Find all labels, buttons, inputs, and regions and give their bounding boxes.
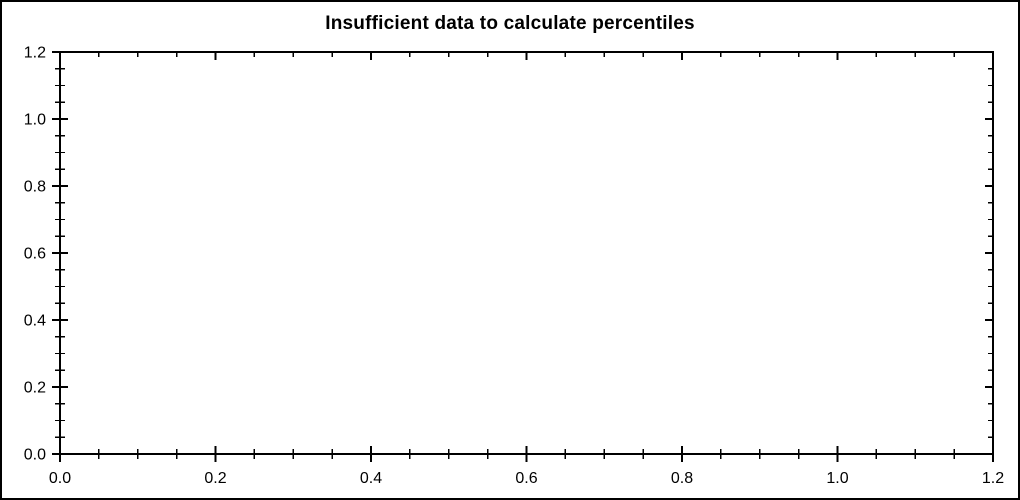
plot-border — [59, 51, 994, 455]
x-axis-tick-label: 0.8 — [671, 470, 693, 487]
x-axis-tick-label: 0.4 — [360, 470, 382, 487]
y-axis-tick-label: 0.6 — [24, 246, 46, 263]
y-axis-tick-label: 1.2 — [24, 45, 46, 62]
y-axis-tick-label: 0.4 — [24, 313, 46, 330]
y-axis-tick-label: 1.0 — [24, 112, 46, 129]
y-axis-tick-label: 0.0 — [24, 447, 46, 464]
chart-title: Insufficient data to calculate percentil… — [325, 13, 695, 34]
y-axis-tick-label: 0.8 — [24, 179, 46, 196]
y-axis-tick-label: 0.2 — [24, 380, 46, 397]
x-axis-tick-label: 0.6 — [515, 470, 537, 487]
x-axis-tick-label: 0.2 — [204, 470, 226, 487]
x-axis-tick-label: 1.0 — [826, 470, 848, 487]
x-axis-tick-label: 0.0 — [49, 470, 71, 487]
x-axis-tick-label: 1.2 — [982, 470, 1004, 487]
